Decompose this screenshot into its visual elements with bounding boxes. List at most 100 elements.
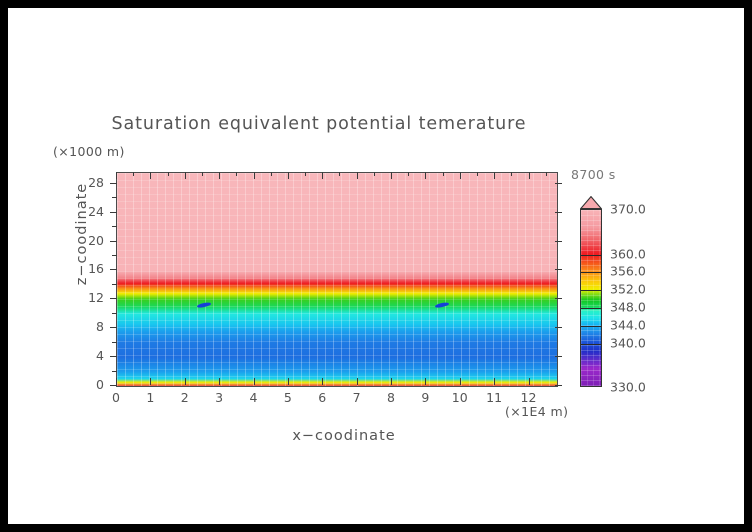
colorbar-separator [581, 325, 601, 327]
y-axis-tick [110, 327, 117, 329]
x-axis-units-label: (×1E4 m) [505, 404, 569, 419]
colorbar-extend-arrow-icon [580, 196, 602, 209]
x-axis-minor-tick [270, 172, 272, 176]
colorbar-separator [581, 307, 601, 309]
colorbar-gradient [581, 210, 601, 386]
y-axis-tick [555, 269, 562, 271]
x-axis-tick [150, 172, 152, 179]
x-axis-tick [287, 172, 289, 179]
x-axis-tick [116, 378, 117, 385]
x-axis-tick [184, 172, 186, 179]
x-axis-minor-tick [201, 172, 203, 176]
colorbar-separator [581, 254, 601, 256]
x-axis-minor-tick [545, 172, 547, 176]
x-axis-minor-tick [133, 172, 135, 176]
x-axis-tick-label: 3 [215, 390, 224, 405]
colorbar-tick-label: 348.0 [610, 299, 646, 315]
colorbar-tick-label: 356.0 [610, 263, 646, 279]
x-axis-tick-label: 12 [520, 390, 537, 405]
x-axis-tick-label: 1 [146, 390, 155, 405]
x-axis-tick [459, 378, 461, 385]
x-axis-tick [219, 378, 221, 385]
y-axis-tick [110, 385, 117, 386]
x-axis-tick [253, 172, 255, 179]
y-axis-minor-tick [112, 197, 117, 199]
x-axis-tick [322, 172, 324, 179]
y-axis-tick [110, 182, 117, 184]
x-axis-tick [425, 378, 427, 385]
colorbar-tick-label: 352.0 [610, 281, 646, 297]
time-stamp-label: 8700 s [571, 167, 616, 182]
x-axis-tick-label: 9 [421, 390, 430, 405]
x-axis-tick [356, 172, 358, 179]
y-axis-tick [555, 182, 562, 184]
x-axis-tick [528, 378, 530, 385]
x-axis-tick [528, 172, 530, 179]
colorbar-tick-label: 330.0 [610, 379, 646, 395]
colorbar-separator [581, 272, 601, 274]
y-axis-tick [110, 298, 117, 300]
y-axis-tick-label: 0 [96, 377, 104, 392]
x-axis-tick-label: 5 [283, 390, 292, 405]
colorbar-tick-label: 370.0 [610, 201, 646, 217]
y-axis-tick [110, 211, 117, 213]
x-axis-tick-label: 10 [451, 390, 468, 405]
y-axis-minor-tick [112, 341, 117, 343]
x-axis-minor-tick [476, 172, 478, 176]
y-axis-tick-label: 24 [88, 203, 104, 219]
y-axis-tick [555, 327, 562, 329]
x-axis-tick [287, 378, 289, 385]
y-axis-tick [555, 211, 562, 213]
contour-plot-area [116, 172, 558, 387]
colorbar-tick-label: 340.0 [610, 335, 646, 350]
x-axis-minor-tick [408, 172, 410, 176]
x-axis-tick [356, 378, 358, 385]
y-axis-tick-label: 20 [88, 232, 104, 248]
x-axis-minor-tick [373, 172, 375, 176]
x-axis-tick [494, 172, 496, 179]
x-axis-minor-tick [305, 172, 307, 176]
y-axis-tick [555, 385, 562, 386]
x-axis-tick-label: 0 [112, 390, 120, 405]
y-axis-tick [555, 298, 562, 300]
x-axis-tick [116, 172, 117, 179]
y-axis-tick-label: 12 [88, 290, 104, 306]
x-axis-tick-label: 2 [180, 390, 189, 405]
page-title: Saturation equivalent potential temeratu… [111, 114, 527, 134]
y-axis-tick [110, 356, 117, 358]
x-axis-title: x−coodinate [292, 428, 396, 444]
x-axis-tick [494, 378, 496, 385]
x-axis-minor-tick [511, 172, 513, 176]
x-axis-tick-label: 6 [318, 390, 327, 405]
colorbar-tick-label: 344.0 [610, 317, 646, 333]
y-axis-tick [110, 240, 117, 242]
colorbar-texture [581, 210, 601, 386]
y-axis-tick-label: 4 [96, 348, 104, 364]
y-axis-tick-label: 16 [88, 261, 104, 277]
x-axis-tick [184, 378, 186, 385]
x-axis-tick [425, 172, 427, 179]
x-axis-minor-tick [236, 172, 238, 176]
y-axis-tick-label: 8 [96, 319, 104, 335]
y-axis-minor-tick [112, 312, 117, 314]
x-axis-tick-label: 7 [352, 390, 361, 405]
x-axis-tick-label: 11 [486, 390, 503, 405]
y-axis-tick [555, 356, 562, 358]
x-axis-minor-tick [167, 172, 169, 176]
y-axis-tick [110, 269, 117, 271]
figure-canvas: Saturation equivalent potential temeratu… [8, 8, 744, 524]
y-axis-title: z−coodinate [74, 182, 90, 286]
x-axis-tick [150, 378, 152, 385]
x-axis-tick-label: 4 [249, 390, 258, 405]
x-axis-tick [253, 378, 255, 385]
y-axis-minor-tick [112, 255, 117, 257]
y-axis-minor-tick [112, 226, 117, 228]
x-axis-minor-tick [339, 172, 341, 176]
contour-field [117, 173, 557, 386]
x-axis-minor-tick [442, 172, 444, 176]
colorbar-separator [581, 290, 601, 292]
x-axis-tick [459, 172, 461, 179]
x-axis-tick-label: 8 [387, 390, 395, 405]
y-axis-minor-tick [112, 283, 117, 285]
